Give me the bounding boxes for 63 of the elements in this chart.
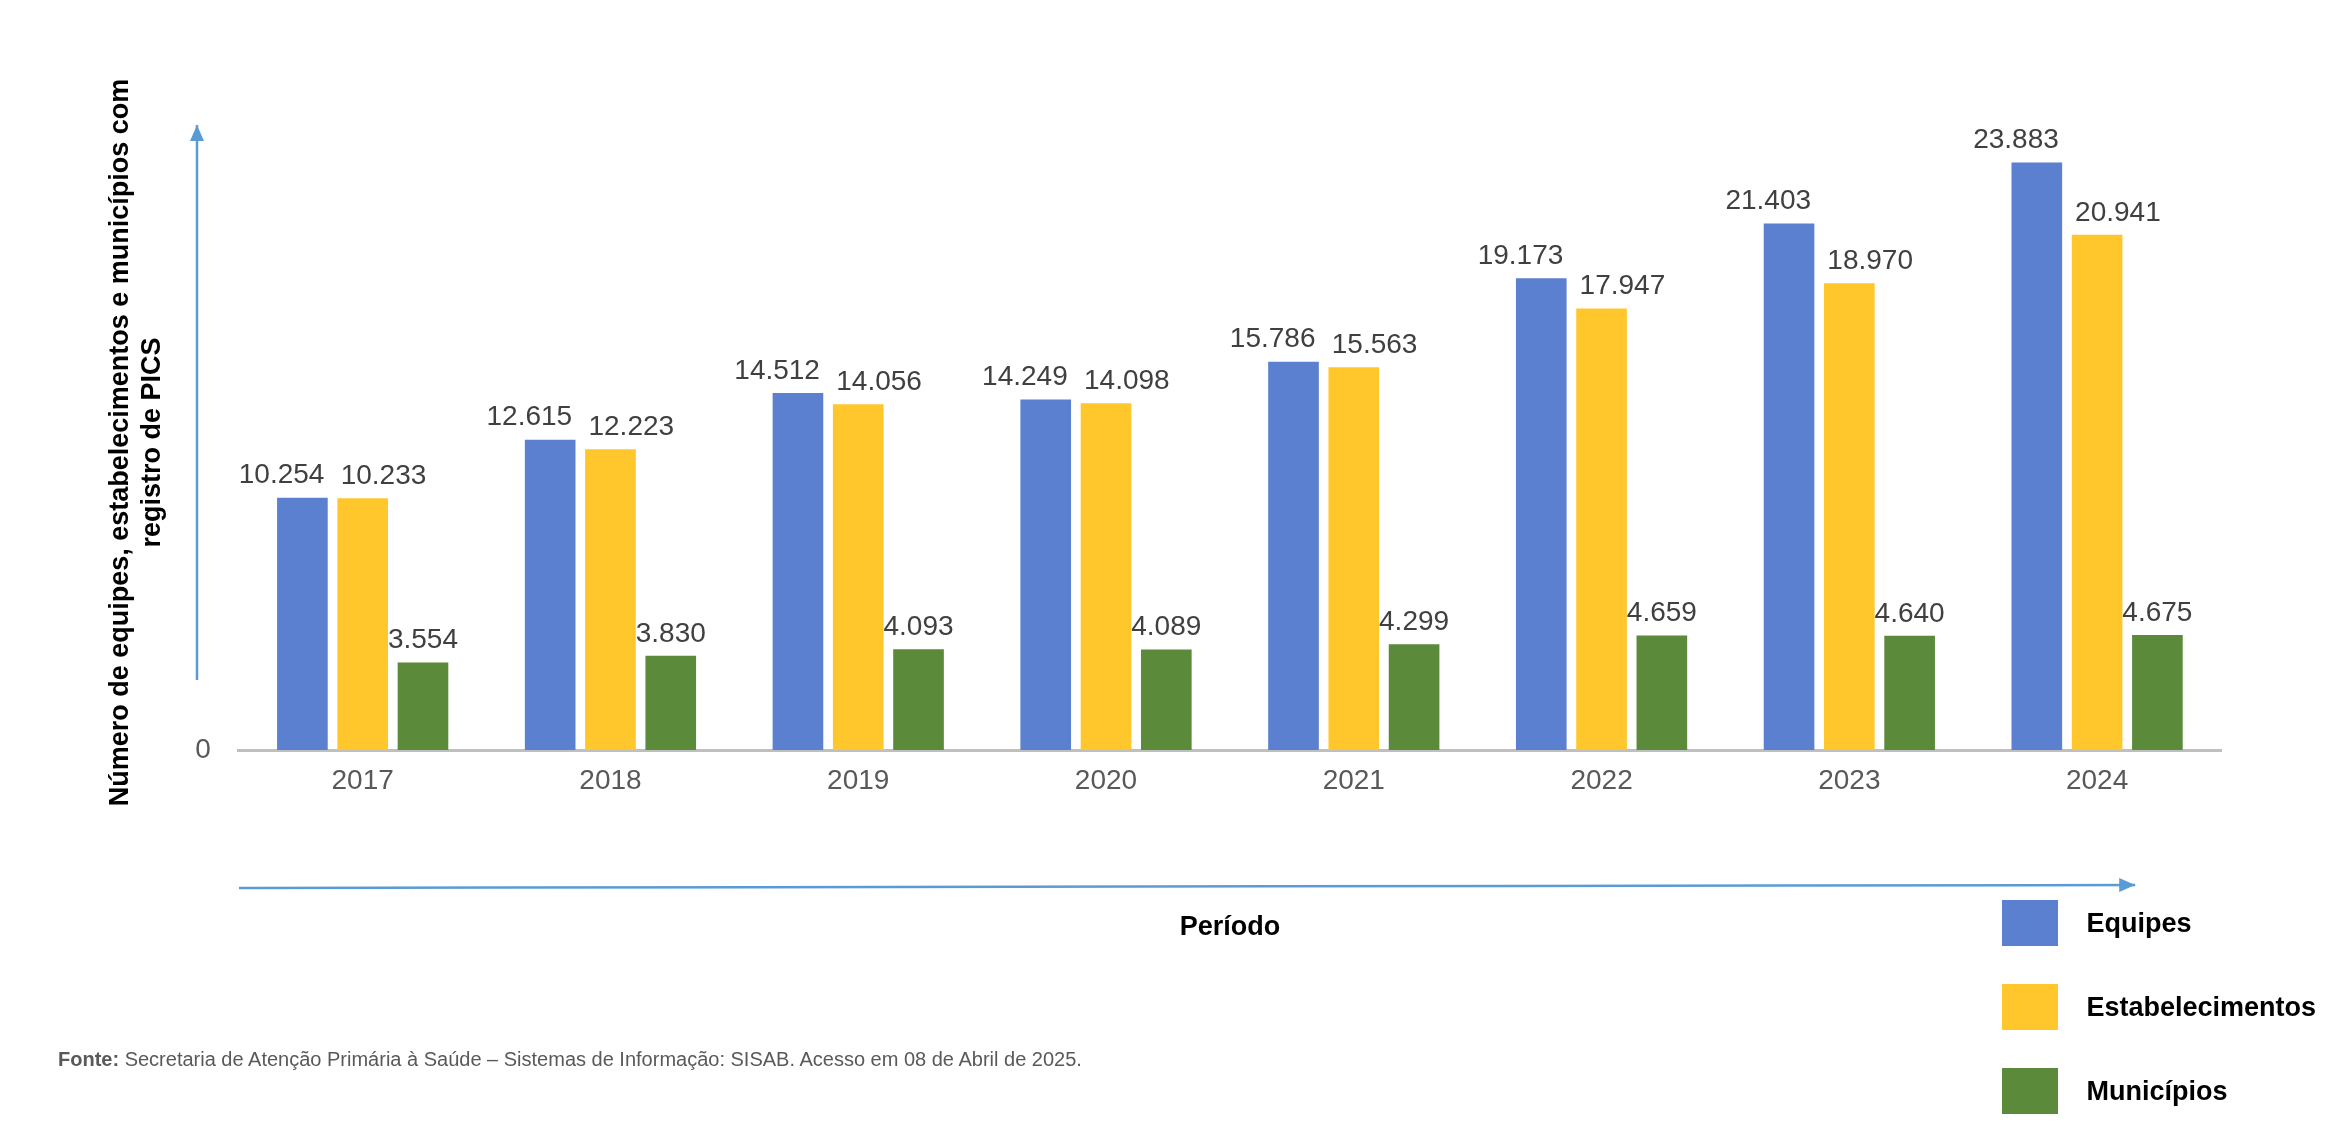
- source-note: Fonte: Secretaria de Atenção Primária à Saúde – Sistemas de Informação: SISAB. Acesso em 08 de Abril de 2025.: [58, 1048, 1082, 1071]
- data-label: 4.675: [2122, 595, 2193, 627]
- data-label: 15.563: [1331, 327, 1418, 359]
- bar: [2071, 234, 2123, 750]
- bar: [1080, 403, 1132, 750]
- x-tick-label: 2019: [827, 763, 890, 795]
- x-tick-label: 2017: [331, 763, 394, 795]
- y-axis-title: Número de equipes, estabelecimentos e municípios com registro de PICS: [103, 78, 167, 807]
- data-label: 15.786: [1229, 322, 1316, 354]
- data-label: 3.554: [387, 623, 459, 655]
- bar: [585, 449, 636, 750]
- data-label: 3.830: [635, 616, 706, 648]
- bar: [1515, 278, 1567, 750]
- data-label: 19.173: [1477, 239, 1564, 271]
- bar: [1140, 649, 1192, 750]
- bar: [893, 649, 944, 750]
- bar: [277, 497, 328, 750]
- x-tick-label: 2023: [1818, 763, 1881, 795]
- data-label: 20.941: [2075, 195, 2161, 227]
- data-label: 10.233: [340, 458, 427, 490]
- data-label: 12.223: [588, 410, 675, 442]
- legend-label: Equipes: [2086, 907, 2192, 939]
- bar: [2011, 162, 2063, 750]
- bar: [1328, 367, 1380, 750]
- data-label: 14.056: [836, 364, 922, 396]
- bar: [1388, 644, 1440, 750]
- bar: [772, 393, 824, 750]
- bar: [1636, 635, 1688, 750]
- x-axis-title: Período: [1179, 911, 1281, 942]
- legend-label: Municípios: [2086, 1075, 2228, 1107]
- bar: [397, 662, 449, 750]
- bar: [832, 404, 884, 750]
- data-label: 4.299: [1379, 604, 1450, 636]
- data-label: 12.615: [486, 400, 573, 432]
- x-tick-label: 2021: [1322, 763, 1385, 795]
- data-label: 23.883: [1973, 123, 2059, 155]
- x-tick-label: 2022: [1570, 763, 1633, 795]
- bar: [1020, 399, 1072, 750]
- data-label: 17.947: [1579, 269, 1666, 301]
- x-tick-label: 2020: [1074, 763, 1138, 795]
- text: 0: [195, 732, 211, 764]
- bar: [2132, 635, 2183, 750]
- data-label: 21.403: [1725, 184, 1812, 216]
- bar: [524, 439, 576, 750]
- bar: [337, 498, 389, 750]
- bar: [1268, 361, 1319, 750]
- bar: [1763, 223, 1815, 750]
- data-label: 10.254: [238, 458, 325, 490]
- data-label: 4.089: [1131, 610, 1202, 642]
- data-label: 4.659: [1626, 596, 1697, 628]
- bar: [1884, 635, 1935, 750]
- data-label: 14.512: [734, 353, 820, 385]
- x-tick-label: 2018: [579, 763, 642, 795]
- data-label: 4.640: [1874, 596, 1945, 628]
- bar: [645, 655, 697, 750]
- bar: [1576, 308, 1627, 750]
- data-label: 4.093: [883, 610, 954, 642]
- data-label: 14.249: [982, 360, 1068, 392]
- data-label: 18.970: [1827, 244, 1913, 276]
- bar: [1824, 283, 1875, 750]
- x-tick-label: 2024: [2065, 763, 2129, 795]
- legend-label: Estabelecimentos: [2086, 991, 2316, 1023]
- data-label: 14.098: [1084, 363, 1170, 395]
